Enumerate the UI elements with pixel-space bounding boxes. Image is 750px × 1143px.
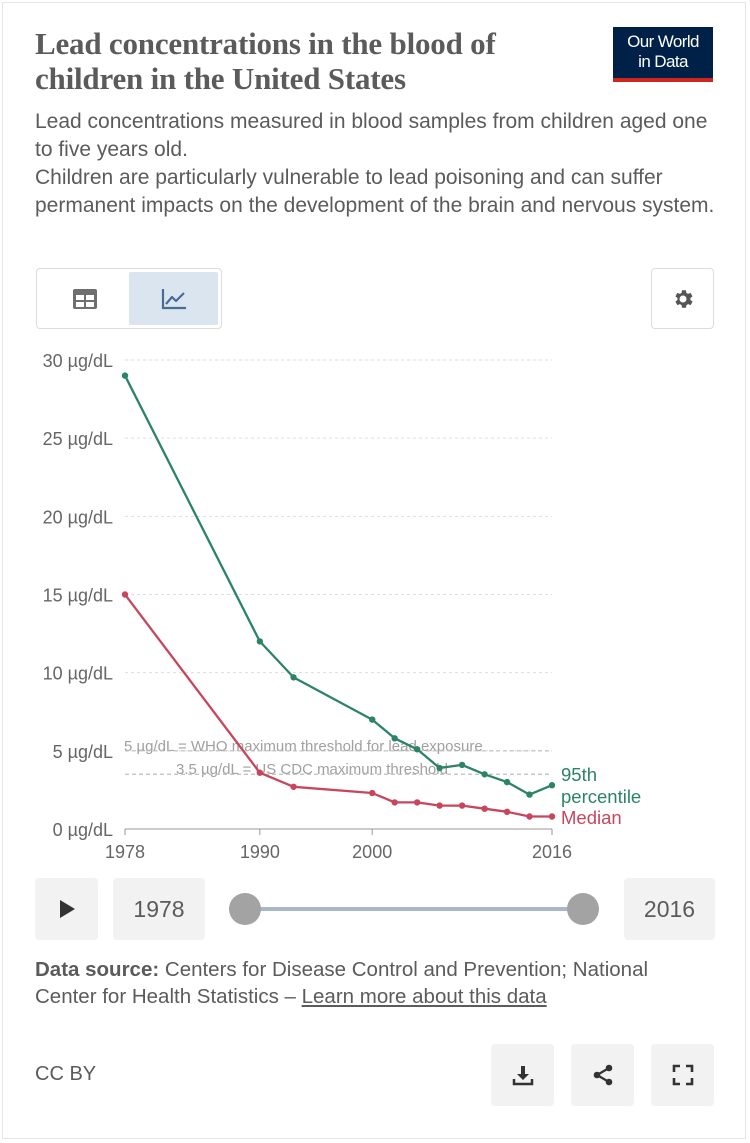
data-point-median	[458, 802, 466, 809]
data-point-median	[413, 799, 421, 806]
license-label: CC BY	[35, 1063, 97, 1085]
play-button[interactable]	[35, 878, 98, 940]
logo-line-1: Our World	[627, 32, 699, 51]
share-icon	[593, 1064, 612, 1086]
settings-button[interactable]	[651, 268, 714, 329]
y-tick-label: 25 µg/dL	[43, 429, 113, 449]
data-point-95th	[436, 764, 443, 772]
data-point-95th	[391, 735, 398, 742]
x-tick-label: 1978	[105, 842, 145, 862]
start-year-label: 1978	[113, 878, 205, 940]
timeline-end-handle[interactable]	[567, 893, 599, 925]
label-95th-line-1: 95th	[561, 764, 597, 785]
fullscreen-button[interactable]	[651, 1044, 714, 1106]
data-point-median	[290, 783, 297, 790]
label-95th-line-2: percentile	[561, 786, 641, 807]
play-icon	[59, 900, 75, 918]
data-point-median	[436, 802, 443, 809]
data-point-95th	[256, 638, 264, 645]
y-tick-label: 10 µg/dL	[43, 664, 113, 684]
source-text: Centers for Disease Control and Preventi…	[35, 958, 649, 1008]
owid-logo[interactable]: Our World in Data	[613, 27, 713, 82]
download-icon	[512, 1066, 533, 1086]
threshold-layer: 5 µg/dL = WHO maximum threshold for lead…	[124, 738, 552, 778]
download-button[interactable]	[491, 1044, 554, 1106]
data-point-median	[548, 813, 556, 820]
tab-chart[interactable]	[129, 272, 218, 325]
line-chart: 5 µg/dL = WHO maximum threshold for lead…	[43, 351, 642, 862]
data-point-95th	[121, 372, 129, 379]
data-point-95th	[526, 791, 533, 798]
data-point-median	[121, 591, 129, 598]
y-tick-label: 5 µg/dL	[53, 742, 113, 762]
data-point-95th	[481, 771, 488, 778]
end-year-label: 2016	[624, 878, 715, 940]
logo-line-2: in Data	[638, 52, 688, 71]
grid-layer	[125, 359, 552, 752]
threshold-label-cdc: 3.5 µg/dL = US CDC maximum threshold	[176, 761, 448, 778]
data-point-95th	[548, 782, 556, 789]
data-point-95th	[458, 761, 466, 769]
learn-more-link[interactable]: Learn more about this data	[301, 985, 547, 1008]
data-point-median	[391, 799, 398, 806]
line-chart-icon	[161, 288, 186, 309]
timeline-start-handle[interactable]	[229, 893, 261, 925]
share-button[interactable]	[571, 1044, 634, 1106]
gear-icon	[674, 289, 693, 308]
data-point-95th	[369, 716, 376, 723]
table-icon	[72, 288, 97, 309]
y-tick-label: 20 µg/dL	[43, 507, 113, 527]
x-tick-label: 2000	[352, 842, 392, 862]
series-layer	[121, 372, 556, 820]
data-point-median	[256, 769, 264, 776]
data-source: Data source: Centers for Disease Control…	[35, 956, 715, 1010]
data-point-95th	[290, 674, 297, 681]
data-point-median	[369, 789, 376, 797]
data-point-95th	[413, 746, 421, 753]
series-labels: 95th percentile Median	[561, 764, 641, 828]
y-axis-labels: 30 µg/dL 25 µg/dL 20 µg/dL 15 µg/dL 10 µg/dL…	[43, 351, 113, 840]
fullscreen-icon	[672, 1064, 693, 1086]
chart-title: Lead concentrations in the blood of chil…	[35, 26, 496, 96]
data-point-95th	[503, 778, 511, 786]
subtitle-line-1: Lead concentrations measured in blood sa…	[35, 110, 708, 161]
subtitle-line-2: Children are particularly vulnerable to …	[35, 166, 715, 217]
series-line-median	[124, 593, 552, 818]
chart-subtitle: Lead concentrations measured in blood sa…	[35, 108, 715, 220]
y-tick-label: 30 µg/dL	[43, 351, 113, 371]
y-tick-label: 15 µg/dL	[43, 586, 113, 606]
view-tabs	[36, 268, 222, 329]
y-tick-label: 0 µg/dL	[53, 820, 113, 840]
source-label: Data source:	[35, 958, 160, 981]
x-axis: 1978 1990 2000 2016	[105, 828, 572, 862]
x-tick-label: 2016	[532, 842, 572, 862]
timeline-track[interactable]	[245, 907, 583, 911]
label-median: Median	[561, 807, 622, 828]
threshold-label-who: 5 µg/dL = WHO maximum threshold for lead…	[124, 738, 483, 755]
data-point-median	[503, 808, 511, 816]
tab-table[interactable]	[40, 272, 129, 325]
x-tick-label: 1990	[240, 842, 280, 862]
series-line-95th	[123, 375, 553, 796]
data-point-median	[526, 813, 533, 820]
data-point-median	[481, 805, 488, 812]
